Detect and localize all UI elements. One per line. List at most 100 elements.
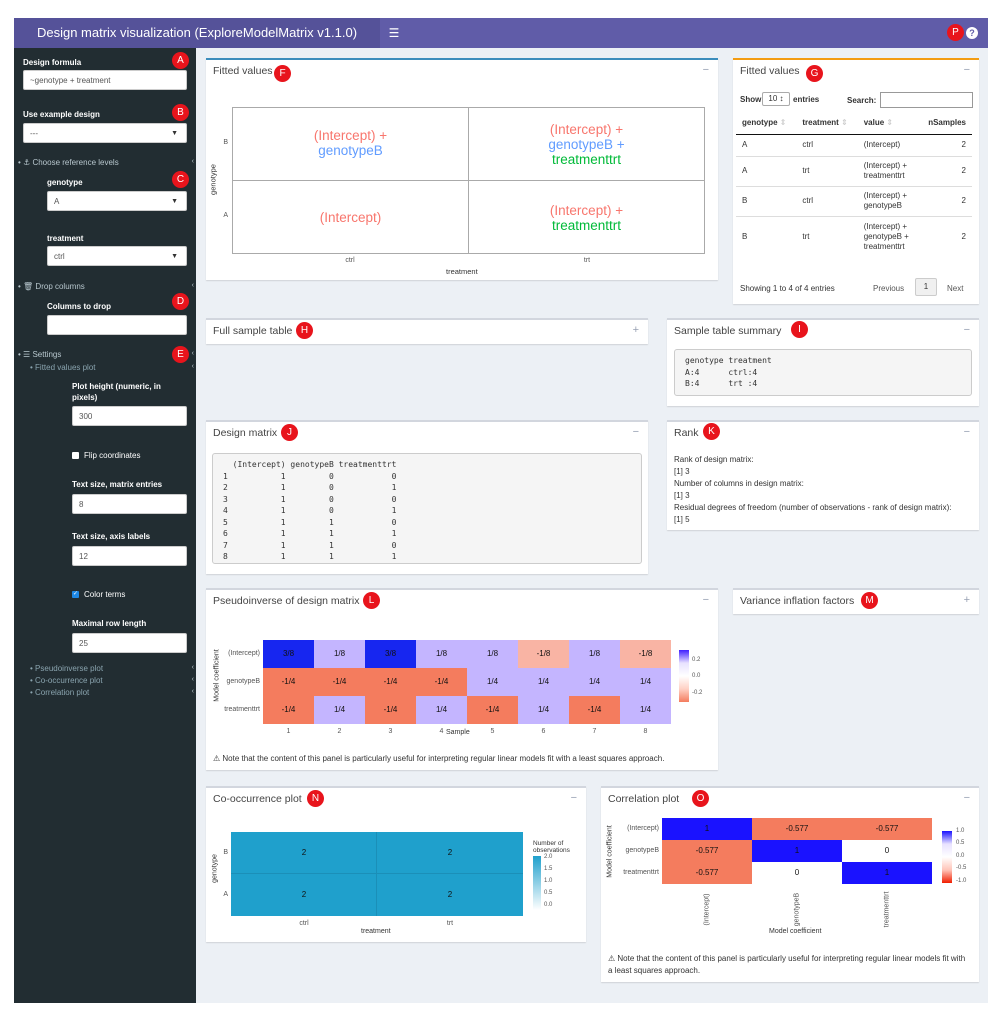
cooc-y-axis-title: genotype: [211, 854, 219, 883]
heatmap-cell-label: 2: [447, 848, 453, 857]
table-cell-value: (Intercept): [857, 133, 919, 156]
annotation-badge-e: E: [172, 346, 189, 363]
fitted-value-b-trt: (Intercept) + genotypeB + treatmenttrt: [472, 122, 701, 167]
column-header-value[interactable]: value ⇕: [857, 112, 919, 135]
heatmap-cell-label: -0.577: [875, 824, 899, 833]
cooccurrence-plot-label: Co-occurrence plot: [35, 676, 103, 685]
table-header-row: genotype ⇕ treatment ⇕ value ⇕ nSamples: [736, 112, 972, 135]
text-size-matrix-input[interactable]: 8: [72, 494, 187, 514]
sidebar-item-cooccurrence-plot[interactable]: • Co-occurrence plot: [30, 676, 103, 685]
corr-y-tick-label: (Intercept): [627, 825, 659, 832]
example-design-select[interactable]: ---: [23, 123, 187, 143]
variance-inflation-box: Variance inflation factors +: [733, 588, 979, 614]
page-length-select[interactable]: 10 ↕: [762, 92, 790, 106]
heatmap-cell: [662, 818, 752, 840]
design-formula-label: Design formula: [23, 58, 82, 67]
flip-coordinates-checkbox[interactable]: [72, 452, 79, 459]
heatmap-cell-label: 1: [794, 846, 800, 855]
heatmap-cell: [620, 668, 671, 696]
full-sample-table-title: Full sample table: [213, 325, 293, 337]
collapse-icon[interactable]: −: [702, 594, 709, 606]
heatmap-cell-label: 1/4: [486, 677, 499, 686]
heatmap-cell: [569, 668, 620, 696]
column-header-nsamples[interactable]: nSamples: [918, 112, 972, 135]
annotation-badge-c: C: [172, 171, 189, 188]
plot-height-input[interactable]: 300: [72, 406, 187, 426]
annotation-badge-f: F: [274, 65, 291, 82]
max-row-length-input[interactable]: 25: [72, 633, 187, 653]
sidebar-item-settings[interactable]: • ☰ Settings: [18, 350, 61, 359]
collapse-icon[interactable]: −: [632, 426, 639, 438]
x-tick-label: ctrl: [345, 257, 355, 264]
sidebar-item-pseudoinverse-plot[interactable]: • Pseudoinverse plot: [30, 664, 103, 673]
previous-page-button[interactable]: Previous: [873, 284, 905, 293]
question-circle-icon[interactable]: ?: [966, 27, 978, 39]
heatmap-cell: [377, 874, 523, 916]
corr-legend-tick: 1.0: [956, 828, 965, 834]
expand-icon[interactable]: +: [963, 594, 970, 606]
heatmap-cell-label: 2: [447, 890, 453, 899]
table-cell-nsamples: 2: [918, 155, 972, 186]
text-size-axis-input[interactable]: 12: [72, 546, 187, 566]
heatmap-cell-label: -1/8: [536, 649, 551, 658]
sidebar-item-reference-levels[interactable]: • ⚓ Choose reference levels: [18, 158, 119, 167]
rank-box: Rank − Rank of design matrix: [1] 3 Numb…: [667, 420, 979, 530]
fitted-values-plot-label: Fitted values plot: [35, 363, 96, 372]
hamburger-icon[interactable]: ☰: [388, 26, 400, 40]
heatmap-cell: [752, 840, 842, 862]
pinv-legend-tick: 0.0: [692, 673, 701, 679]
fitted-cell-a-trt: [468, 180, 705, 254]
pinv-x-tick-label: 5: [490, 728, 495, 735]
cooc-color-legend: [533, 856, 541, 910]
search-input[interactable]: [880, 92, 973, 108]
collapse-icon[interactable]: −: [570, 792, 577, 804]
sample-table-summary-title: Sample table summary: [674, 325, 782, 337]
sidebar-item-fitted-values-plot[interactable]: • Fitted values plot: [30, 363, 96, 372]
collapse-icon[interactable]: −: [963, 792, 970, 804]
corr-y-tick-label: treatmenttrt: [623, 869, 659, 876]
bullet-icon: •: [30, 664, 36, 673]
example-design-label: Use example design: [23, 110, 100, 119]
heatmap-cell-label: 3/8: [282, 649, 295, 658]
heatmap-cell: [518, 668, 569, 696]
table-cell-nsamples: 2: [918, 215, 972, 258]
corr-x-tick-label: (Intercept): [703, 893, 711, 926]
fitted-cell-a-ctrl: [232, 180, 469, 254]
heatmap-cell: [314, 668, 365, 696]
cooc-legend-tick: 0.0: [544, 902, 553, 908]
drop-columns-label: Drop columns: [35, 282, 85, 291]
collapse-icon[interactable]: −: [963, 324, 970, 336]
corr-note-text: Note that the content of this panel is p…: [608, 954, 966, 975]
columns-to-drop-input[interactable]: [47, 315, 187, 335]
fitted-values-plot: (Intercept) + genotypeB (Intercept) + geno…: [206, 60, 718, 282]
sidebar-item-drop-columns[interactable]: • 🗑 Drop columns: [18, 282, 85, 291]
table-info: Showing 1 to 4 of 4 entries: [740, 284, 835, 293]
rank-line: [1] 3: [674, 467, 690, 476]
page-1-button[interactable]: 1: [915, 278, 937, 296]
design-formula-input[interactable]: ~genotype + treatment: [23, 70, 187, 90]
annotation-badge-h: H: [296, 322, 313, 339]
chevron-left-icon: ‹: [191, 664, 194, 671]
pinv-color-legend: [679, 650, 689, 702]
collapse-icon[interactable]: −: [702, 64, 709, 76]
column-header-treatment[interactable]: treatment ⇕: [796, 112, 858, 135]
collapse-icon[interactable]: −: [963, 426, 970, 438]
heatmap-cell: [842, 840, 932, 862]
column-header-genotype[interactable]: genotype ⇕: [736, 112, 797, 135]
y-tick-label: A: [223, 212, 228, 219]
table-cell-treatment: trt: [796, 215, 858, 258]
sidebar-item-correlation-plot[interactable]: • Correlation plot: [30, 688, 89, 697]
pinv-x-axis-title: Sample: [446, 729, 470, 736]
heatmap-cell-label: 1/4: [435, 705, 448, 714]
genotype-select[interactable]: A: [47, 191, 187, 211]
next-page-button[interactable]: Next: [947, 284, 964, 293]
chevron-left-icon: ‹: [191, 350, 194, 357]
expand-icon[interactable]: +: [632, 324, 639, 336]
collapse-icon[interactable]: −: [963, 64, 970, 76]
color-terms-checkbox[interactable]: ✓: [72, 591, 79, 598]
treatment-select[interactable]: ctrl: [47, 246, 187, 266]
color-terms-label: Color terms: [84, 590, 126, 599]
pinv-y-tick-label: genotypeB: [226, 678, 260, 685]
heatmap-cell: [467, 668, 518, 696]
